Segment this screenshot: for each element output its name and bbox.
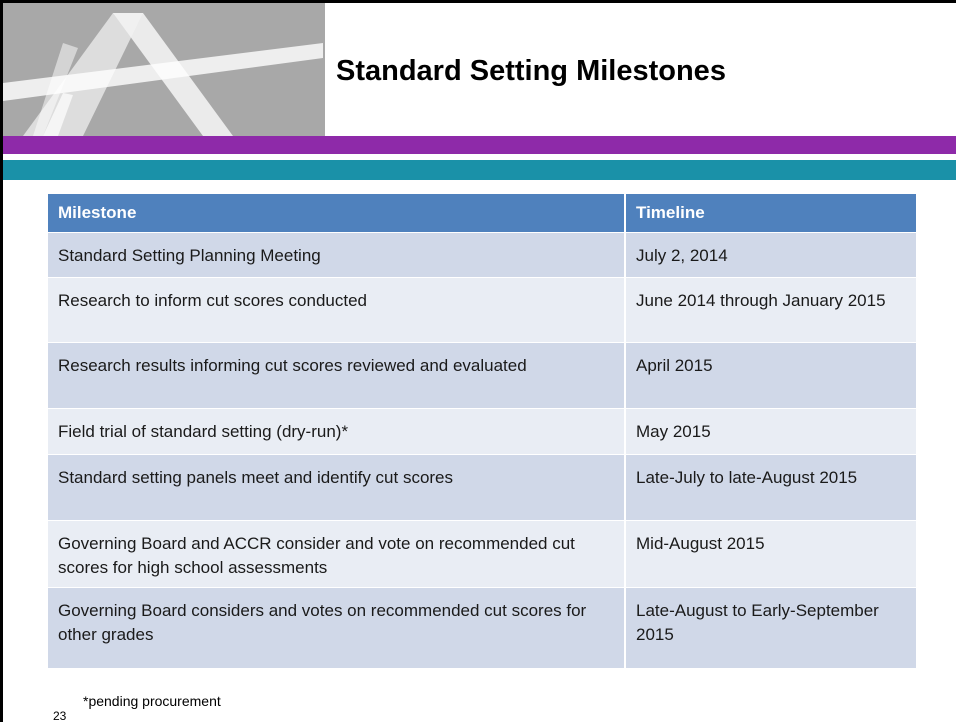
- slide-title: Standard Setting Milestones: [336, 55, 726, 87]
- milestone-cell: Governing Board considers and votes on r…: [48, 587, 626, 668]
- timeline-cell: April 2015: [625, 342, 918, 409]
- table-row: Standard setting panels meet and identif…: [48, 454, 918, 521]
- timeline-cell: Late-August to Early-September 2015: [625, 587, 918, 668]
- milestone-cell: Governing Board and ACCR consider and vo…: [48, 520, 626, 588]
- header-row: Milestone Timeline: [48, 194, 918, 233]
- timeline-cell: July 2, 2014: [625, 232, 918, 278]
- table-row: Governing Board considers and votes on r…: [48, 587, 918, 668]
- table-row: Research results informing cut scores re…: [48, 342, 918, 409]
- milestone-cell: Standard Setting Planning Meeting: [48, 232, 626, 278]
- table-row: Field trial of standard setting (dry-run…: [48, 408, 918, 455]
- milestone-table: Milestone Timeline Standard Setting Plan…: [48, 194, 918, 668]
- timeline-cell: May 2015: [625, 408, 918, 455]
- page-number: 23: [53, 709, 67, 722]
- logo: [3, 3, 325, 136]
- milestone-cell: Standard setting panels meet and identif…: [48, 454, 626, 521]
- footnote: *pending procurement: [83, 693, 221, 709]
- milestone-cell: Research results informing cut scores re…: [48, 342, 626, 409]
- column-header: Milestone: [48, 194, 626, 233]
- table-row: Standard Setting Planning Meeting July 2,…: [48, 232, 918, 278]
- timeline-cell: Mid-August 2015: [625, 520, 918, 588]
- table-row: Research to inform cut scores conducted J…: [48, 277, 918, 343]
- table-body: Standard Setting Planning Meeting July 2,…: [48, 232, 918, 668]
- milestone-cell: Field trial of standard setting (dry-run…: [48, 408, 626, 455]
- column-header: Timeline: [625, 194, 918, 233]
- milestone-cell: Research to inform cut scores conducted: [48, 277, 626, 343]
- timeline-cell: June 2014 through January 2015: [625, 277, 918, 343]
- teal-band: [3, 160, 956, 180]
- timeline-cell: Late-July to late-August 2015: [625, 454, 918, 521]
- purple-band: [3, 136, 956, 154]
- table-row: Governing Board and ACCR consider and vo…: [48, 520, 918, 588]
